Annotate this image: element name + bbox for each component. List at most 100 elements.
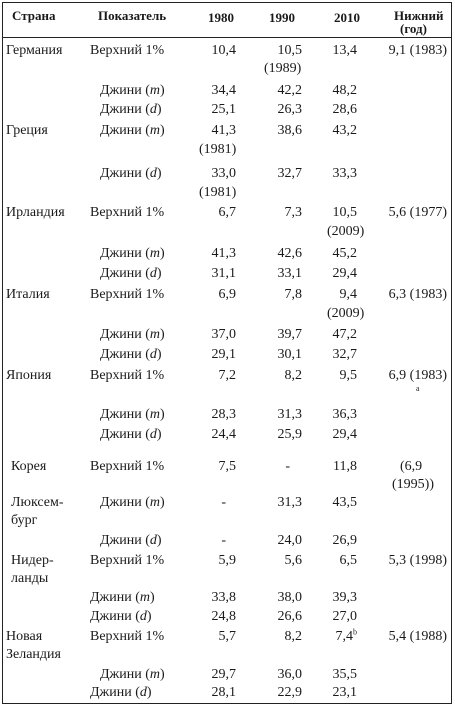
country-new-zealand: Новая — [6, 629, 43, 644]
indicator-gini-m: Джини (m) — [100, 245, 165, 263]
cell-value: 24,0 — [277, 533, 303, 548]
country-greece: Греция — [6, 123, 48, 138]
gini-var: d — [149, 347, 157, 362]
cell-value: 33,8 — [211, 590, 237, 605]
gini-suffix: ) — [160, 495, 165, 510]
indicator-gini-d: Джини (d) — [100, 165, 162, 183]
indicator-top1: Верхний 1% — [90, 629, 165, 644]
indicator-gini-d: Джини (d) — [90, 608, 152, 626]
cell-value: 10,5 — [277, 43, 303, 58]
country-ireland: Ирландия — [6, 205, 65, 220]
gini-label: Джини ( — [90, 685, 140, 700]
gini-label: Джини ( — [100, 166, 150, 181]
indicator-top1: Верхний 1% — [90, 368, 165, 383]
footnote-mark-b: b — [353, 627, 357, 637]
cell-value: 38,6 — [277, 123, 303, 138]
indicator-top1: Верхний 1% — [90, 287, 165, 302]
country-luxembourg: Люксем- — [11, 495, 64, 510]
bottom-border — [2, 703, 452, 704]
cell-value: 5,6 — [284, 553, 303, 568]
gini-label: Джини ( — [100, 495, 150, 510]
cell-value: 38,0 — [277, 590, 303, 605]
indicator-top1: Верхний 1% — [90, 205, 165, 220]
gini-suffix: ) — [156, 166, 162, 181]
gini-suffix: ) — [160, 667, 165, 682]
left-border-top — [2, 2, 3, 442]
gini-label: Джини ( — [100, 533, 150, 548]
cell-value: 36,0 — [277, 667, 303, 682]
cell-value: 13,4 — [332, 43, 358, 58]
cell-year-note: (2009) — [327, 224, 365, 239]
cell-lower-year: (1995)) — [392, 477, 434, 492]
cell-value: - — [221, 533, 226, 548]
country-japan: Япония — [6, 368, 52, 383]
cell-year-note: (1981) — [199, 185, 237, 200]
cell-value: - — [285, 459, 290, 474]
cell-value: 26,6 — [277, 609, 303, 624]
cell-value: 5,9 — [218, 553, 237, 568]
cell-value: 41,3 — [211, 123, 237, 138]
gini-var: m — [139, 590, 150, 605]
indicator-top1: Верхний 1% — [90, 459, 165, 474]
cell-value: 32,7 — [332, 347, 358, 362]
col-header-country: Страна — [12, 8, 56, 23]
gini-suffix: ) — [146, 609, 152, 624]
cell-value: 8,2 — [284, 629, 303, 644]
cell-lower: (6,9 — [400, 459, 423, 474]
indicator-gini-d: Джини (d) — [100, 426, 162, 444]
gini-suffix: ) — [150, 590, 155, 605]
gini-var: m — [149, 667, 160, 682]
cell-value: 7,2 — [218, 368, 237, 383]
cell-value: 42,2 — [277, 83, 303, 98]
gini-var: d — [149, 102, 157, 117]
country-netherlands-cont: ланды — [11, 571, 49, 586]
cell-value: 26,9 — [332, 533, 358, 548]
left-border-bottom — [2, 442, 3, 704]
gini-suffix: ) — [156, 533, 162, 548]
col-header-1990: 1990 — [269, 10, 295, 25]
cell-value: 33,3 — [332, 166, 358, 181]
gini-var: d — [149, 166, 157, 181]
cell-value: 31,3 — [277, 407, 303, 422]
cell-value: 33,0 — [211, 166, 237, 181]
cell-lower: 9,1 (1983) — [388, 43, 447, 58]
cell-value: 24,8 — [211, 609, 237, 624]
gini-suffix: ) — [156, 102, 162, 117]
cell-value: 29,4 — [332, 266, 358, 281]
indicator-gini-m: Джини (m) — [100, 326, 165, 344]
cell-value: 27,0 — [332, 609, 358, 624]
cell-value: 25,1 — [211, 102, 237, 117]
cell-value: 10,4 — [211, 43, 237, 58]
cell-value: 8,2 — [284, 368, 303, 383]
gini-label: Джини ( — [90, 590, 140, 605]
cell-year-note: (1989) — [264, 61, 302, 76]
footnote-mark-a: a — [416, 384, 420, 393]
gini-label: Джини ( — [100, 667, 150, 682]
indicator-gini-m: Джини (m) — [100, 82, 165, 100]
cell-value: 22,9 — [277, 685, 303, 700]
cell-value: 7,5 — [218, 459, 237, 474]
cell-value: 39,7 — [277, 327, 303, 342]
gini-label: Джини ( — [100, 407, 150, 422]
cell-value: 25,9 — [277, 427, 303, 442]
cell-value: 35,5 — [332, 667, 358, 682]
col-header-1980: 1980 — [208, 10, 234, 25]
col-header-lower-year: (год) — [400, 21, 427, 36]
cell-value: 39,3 — [332, 590, 358, 605]
gini-label: Джини ( — [100, 427, 150, 442]
cell-value: 43,5 — [332, 495, 358, 510]
cell-value-number: 7,4 — [335, 629, 354, 644]
cell-year-note: (2009) — [327, 306, 365, 321]
cell-value: 28,6 — [332, 102, 358, 117]
indicator-gini-m: Джини (m) — [100, 494, 165, 512]
cell-value: 31,3 — [277, 495, 303, 510]
cell-lower: 5,6 (1977) — [388, 205, 447, 220]
cell-lower: 5,4 (1988) — [388, 629, 447, 644]
indicator-gini-d: Джини (d) — [90, 684, 152, 702]
cell-value: 31,1 — [211, 266, 237, 281]
cell-value: 34,4 — [211, 83, 237, 98]
indicator-gini-d: Джини (d) — [100, 101, 162, 119]
cell-value: 28,3 — [211, 407, 237, 422]
cell-value: 10,5 — [332, 205, 358, 220]
gini-suffix: ) — [146, 685, 152, 700]
